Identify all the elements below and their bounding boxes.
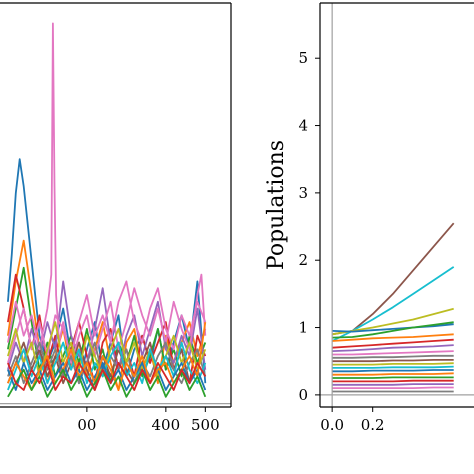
right-line-chart: 0.0 0.2 0 1 2 3 4 5 Populations [264, 2, 474, 434]
chart-1-y-tick-label: 3 [298, 184, 308, 202]
chart-0-series-line-12 [7, 321, 207, 391]
chart-1-series-line-14 [332, 372, 454, 376]
chart-1-series-line-5 [332, 333, 454, 342]
chart-0-series-line-14 [7, 362, 207, 391]
chart-1-series-line-6 [332, 338, 454, 349]
left-x-ticks: 00 400 500 [77, 407, 220, 434]
chart-1-x-tick-label: 0.0 [320, 416, 344, 434]
chart-1-y-tick-label: 2 [298, 251, 308, 269]
right-y-axis-title: Populations [264, 140, 289, 270]
chart-0-x-tick-label: 00 [77, 416, 96, 434]
left-series-group [7, 22, 207, 398]
chart-1-series-line-8 [332, 350, 454, 356]
chart-1-series-line-1 [331, 266, 455, 342]
right-series-group [331, 222, 455, 393]
chart-1-y-tick-label: 4 [298, 117, 308, 135]
chart-1-series-line-3 [332, 323, 454, 333]
chart-1-series-line-10 [332, 359, 454, 363]
left-line-chart: 00 400 500 [0, 2, 232, 434]
chart-1-series-line-18 [332, 386, 454, 389]
chart-1-series-line-4 [332, 321, 454, 339]
right-x-ticks: 0.0 0.2 [320, 407, 385, 434]
right-y-ticks: 0 1 2 3 4 5 [298, 49, 320, 404]
chart-1-series-line-7 [332, 344, 454, 352]
chart-1-series-line-15 [332, 376, 454, 379]
chart-1-series-line-12 [332, 365, 454, 369]
chart-1-x-tick-label: 0.2 [361, 416, 385, 434]
chart-1-series-line-17 [332, 383, 454, 386]
chart-0-series-line-7 [7, 280, 207, 364]
chart-0-series-line-10 [7, 341, 207, 391]
chart-1-y-tick-label: 1 [298, 319, 308, 337]
chart-1-series-line-9 [332, 354, 454, 359]
chart-1-series-line-13 [332, 369, 454, 373]
chart-1-y-tick-label: 0 [298, 386, 308, 404]
chart-0-x-tick-label: 500 [191, 416, 220, 434]
chart-1-series-line-11 [332, 362, 454, 366]
chart-0-x-tick-label: 400 [152, 416, 181, 434]
chart-1-y-tick-label: 5 [298, 49, 308, 67]
chart-1-series-line-16 [332, 379, 454, 383]
